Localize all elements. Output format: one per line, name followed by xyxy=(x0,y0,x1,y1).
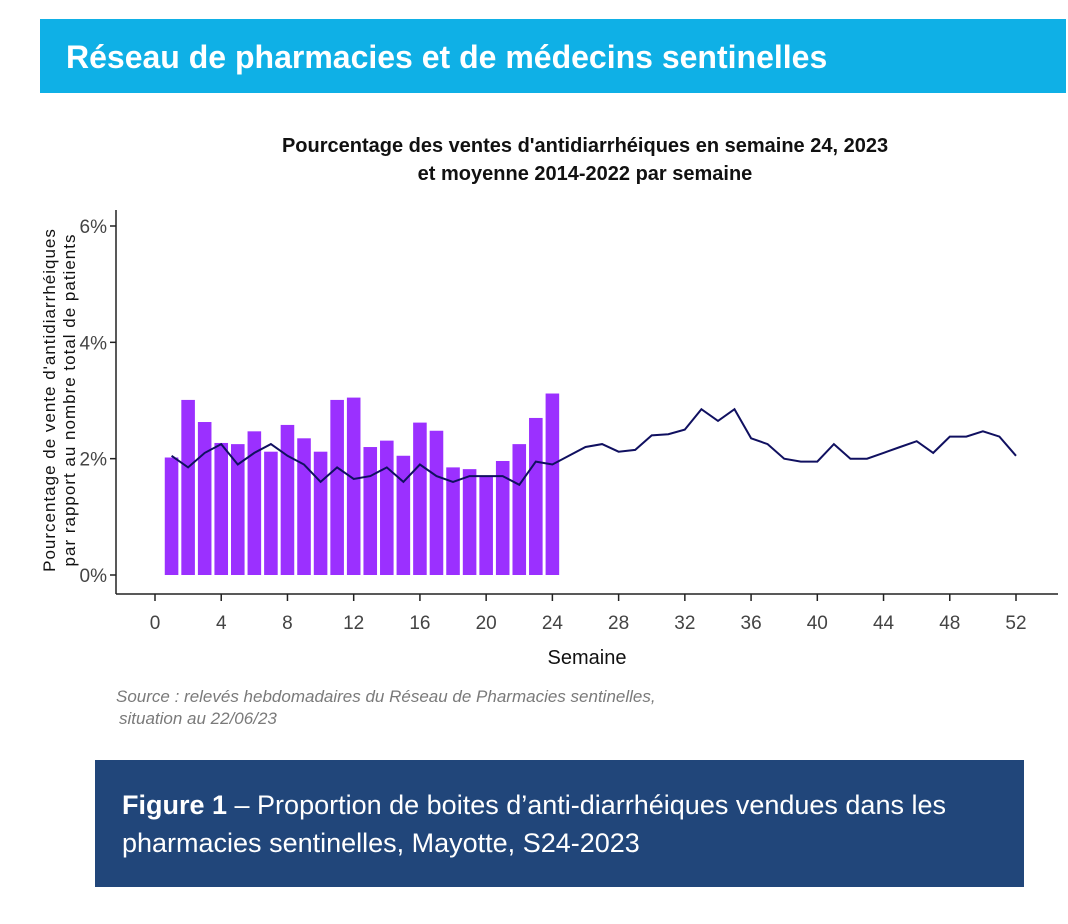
bar-week-19 xyxy=(462,469,477,575)
bar-week-10 xyxy=(313,451,328,575)
bar-week-7 xyxy=(264,451,278,575)
bar-week-21 xyxy=(495,460,510,575)
x-tick-label: 48 xyxy=(939,613,960,634)
x-tick-label: 24 xyxy=(542,613,564,634)
x-tick-label: 40 xyxy=(807,613,828,634)
bar-week-5 xyxy=(230,444,245,575)
header-banner: Réseau de pharmacies et de médecins sent… xyxy=(40,19,1066,93)
x-tick-label: 52 xyxy=(1005,613,1026,634)
bar-week-4 xyxy=(214,442,229,575)
y-tick-label: 0% xyxy=(80,566,108,587)
x-axis-label: Semaine xyxy=(548,647,627,669)
x-tick-label: 12 xyxy=(343,613,364,634)
x-tick-label: 20 xyxy=(476,613,497,634)
bar-week-9 xyxy=(297,438,311,575)
y-axis-label-line-2: par rapport au nombre total de patients xyxy=(60,234,79,567)
y-tick-label: 6% xyxy=(80,217,108,238)
bar-week-8 xyxy=(280,424,295,575)
bar-week-3 xyxy=(197,422,212,575)
bar-week-18 xyxy=(446,467,460,575)
source-note: Source : relevés hebdomadaires du Réseau… xyxy=(116,686,656,730)
x-tick-label: 36 xyxy=(741,613,762,634)
bar-week-13 xyxy=(363,447,378,575)
bar-week-2 xyxy=(181,399,195,575)
x-tick-label: 32 xyxy=(674,613,695,634)
bar-week-14 xyxy=(380,440,394,575)
y-tick-label: 4% xyxy=(80,333,108,354)
sales-chart: Pourcentage des ventes d'antidiarrhéique… xyxy=(40,135,1058,669)
average-2014-2022-line xyxy=(171,407,1017,487)
bar-week-20 xyxy=(479,475,493,575)
x-tick-label: 44 xyxy=(873,613,895,634)
source-line-2: situation au 22/06/23 xyxy=(119,709,277,728)
y-tick-label: 2% xyxy=(80,450,108,471)
figure-caption: Figure 1 – Proportion de boites d’anti-d… xyxy=(122,786,1002,862)
chart-title-line-1: Pourcentage des ventes d'antidiarrhéique… xyxy=(282,135,888,157)
x-tick-label: 16 xyxy=(409,613,430,634)
bar-week-1 xyxy=(164,457,179,575)
bar-week-15 xyxy=(396,455,411,575)
bar-week-24 xyxy=(545,393,560,575)
chart-title-line-2: et moyenne 2014-2022 par semaine xyxy=(418,163,753,185)
bar-week-22 xyxy=(512,444,527,575)
x-tick-label: 28 xyxy=(608,613,629,634)
x-tick-label: 4 xyxy=(216,613,227,634)
bar-week-6 xyxy=(247,431,262,575)
y-axis-label-line-1: Pourcentage de vente d'antidiarrhéiques xyxy=(40,228,59,572)
x-tick-label: 0 xyxy=(150,613,161,634)
bar-week-12 xyxy=(346,397,361,575)
figure-caption-box: Figure 1 – Proportion de boites d’anti-d… xyxy=(95,760,1024,887)
bar-week-11 xyxy=(330,399,344,575)
bar-week-17 xyxy=(429,430,444,575)
source-line-1: Source : relevés hebdomadaires du Réseau… xyxy=(116,687,656,706)
bar-week-23 xyxy=(529,417,543,575)
header-title: Réseau de pharmacies et de médecins sent… xyxy=(66,39,828,75)
figure-caption-text: – Proportion de boites d’anti-diarrhéiqu… xyxy=(122,790,946,858)
figure-label: Figure 1 xyxy=(122,790,228,820)
x-tick-label: 8 xyxy=(282,613,293,634)
bar-week-16 xyxy=(413,422,427,575)
